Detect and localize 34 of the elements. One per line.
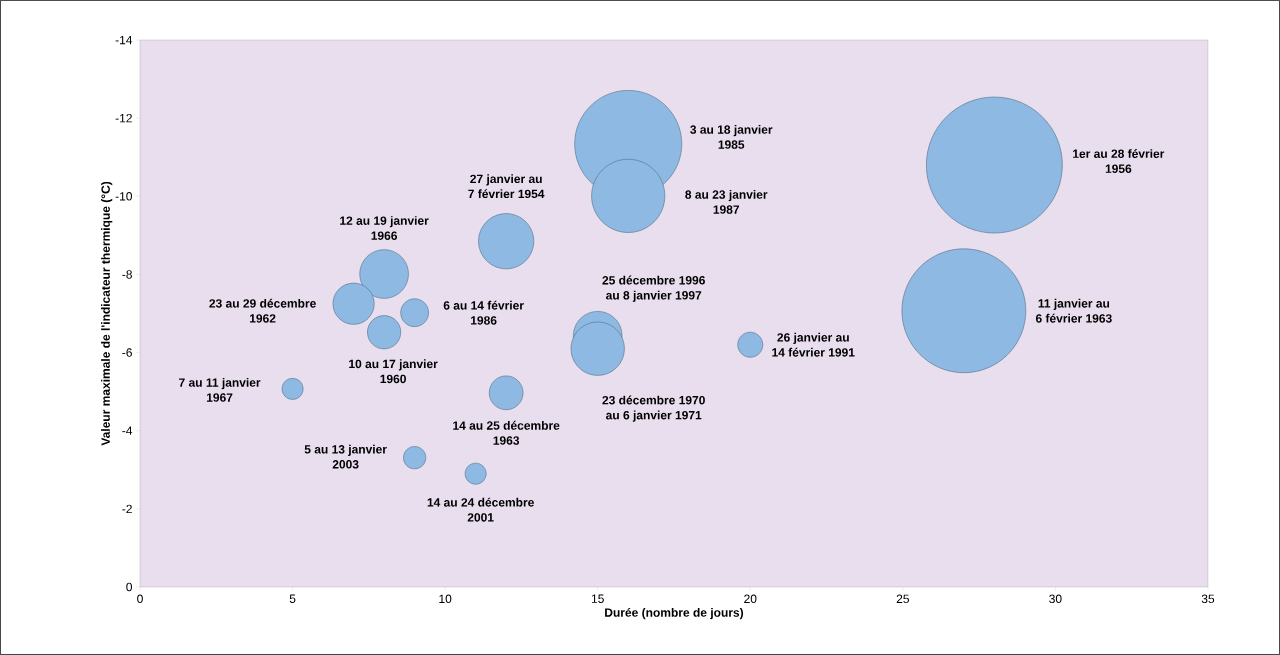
y-tick-label: -14 <box>115 35 133 45</box>
x-tick-label: 5 <box>289 594 296 603</box>
annotation: 11 janvier au 6 février 1963 <box>1035 298 1112 323</box>
y-tick-label: -2 <box>122 504 132 514</box>
y-tick-label: -12 <box>115 113 132 123</box>
annotation: 8 au 23 janvier 1987 <box>685 189 768 214</box>
annotation: 14 au 25 décembre 1963 <box>453 420 560 445</box>
y-tick-label: -4 <box>122 426 133 435</box>
annotation: 3 au 18 janvier 1985 <box>690 125 773 149</box>
y-tick-label: -8 <box>122 270 132 279</box>
y-axis-title: Valeur maximale de l'indicateur thermique (°C) <box>101 181 113 446</box>
x-tick-label: 25 <box>896 594 909 604</box>
y-tick-label: -6 <box>122 348 132 357</box>
annotation: 1er au 28 février 1956 <box>1073 149 1165 173</box>
annotation: 23 décembre 1970 au 6 janvier 1971 <box>602 395 705 422</box>
x-tick-label: 0 <box>137 594 143 604</box>
x-tick-label: 35 <box>1201 594 1215 604</box>
annotation: 26 janvier au 14 février 1991 <box>772 332 855 357</box>
x-tick-label: 20 <box>744 594 757 604</box>
y-tick-label: -10 <box>115 192 133 201</box>
annotation: 10 au 17 janvier 1960 <box>349 359 438 384</box>
annotation: 14 au 24 décembre 2001 <box>427 497 534 522</box>
x-tick-label: 15 <box>591 594 604 603</box>
annotation: 7 au 11 janvier 1967 <box>179 378 261 402</box>
annotation: 12 au 19 janvier 1966 <box>340 216 429 240</box>
annotation: 6 au 14 février 1986 <box>443 300 524 325</box>
y-tick-label: 0 <box>126 582 133 592</box>
annotation: 5 au 13 janvier 2003 <box>304 444 387 469</box>
annotation: 25 décembre 1996 au 8 janvier 1997 <box>602 275 705 302</box>
x-tick-label: 30 <box>1049 594 1062 604</box>
annotation: 27 janvier au 7 février 1954 <box>468 174 545 199</box>
x-axis-title: Durée (nombre de jours) <box>605 607 744 620</box>
annotation: 23 au 29 décembre 1962 <box>209 298 316 323</box>
x-tick-label: 10 <box>439 594 452 604</box>
